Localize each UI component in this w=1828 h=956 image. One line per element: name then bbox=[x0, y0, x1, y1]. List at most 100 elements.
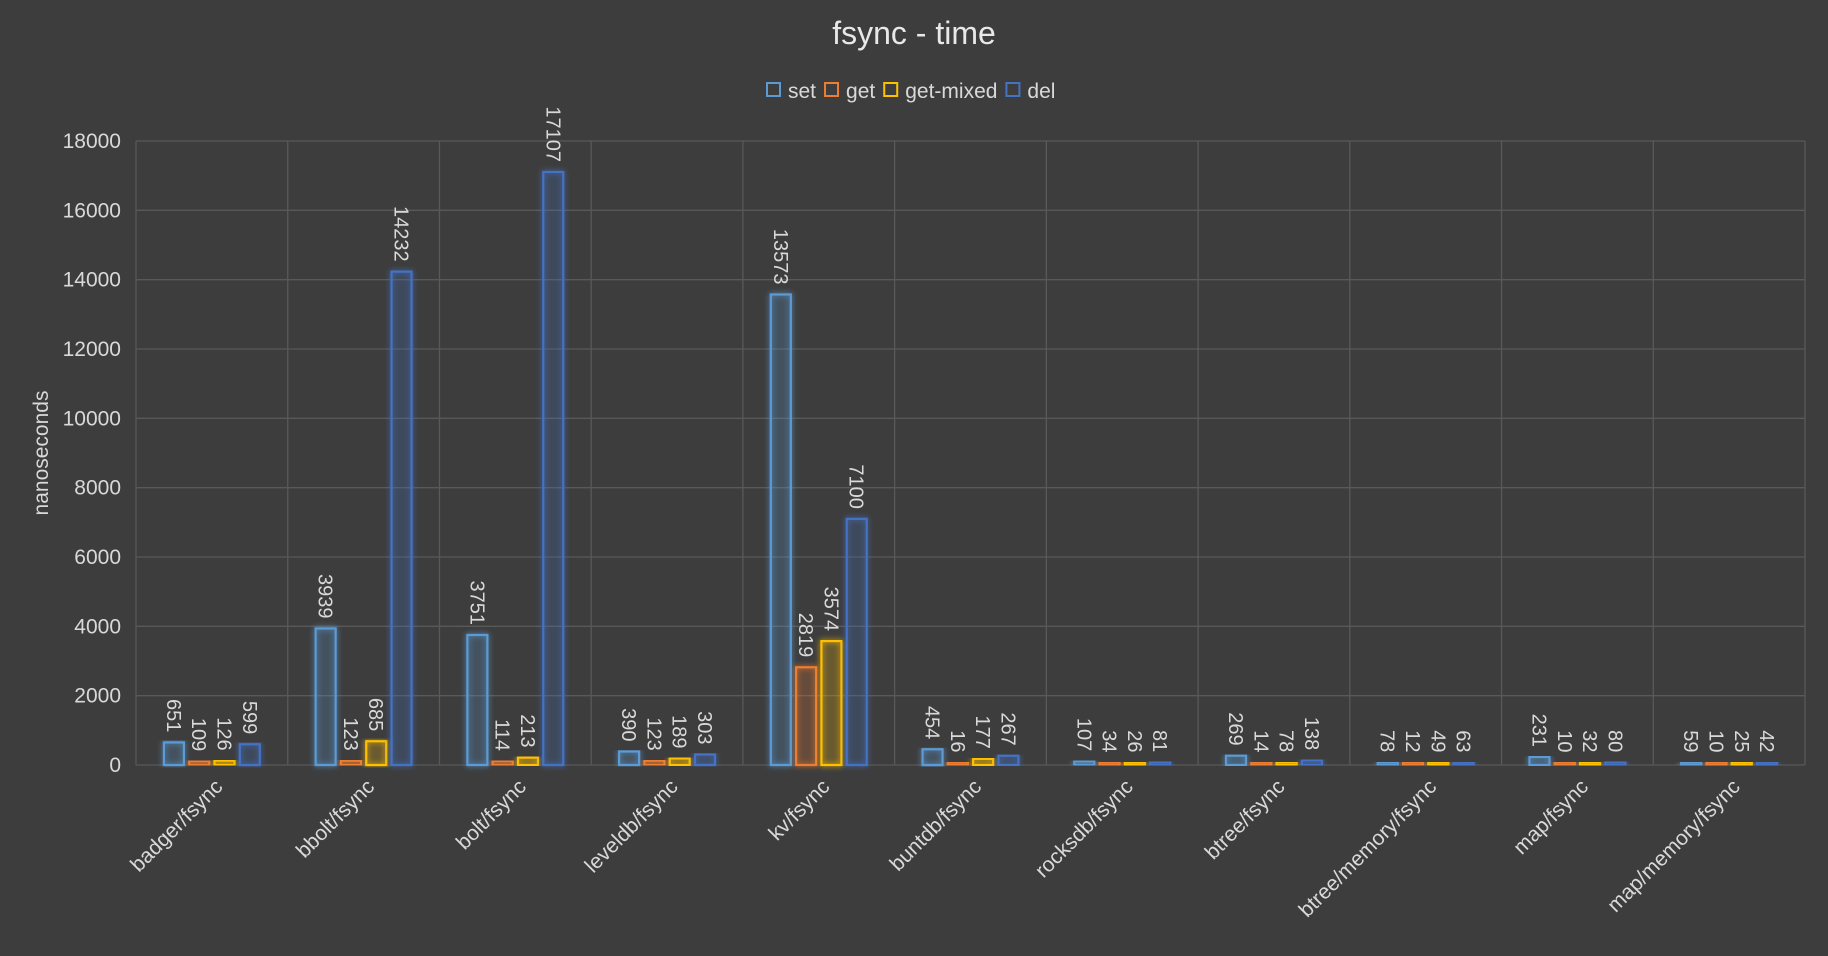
bar-get bbox=[1401, 761, 1425, 767]
data-label: 49 bbox=[1426, 730, 1448, 752]
data-label: 59 bbox=[1679, 730, 1701, 752]
bar-get-mixed bbox=[972, 757, 995, 767]
x-tick-label: bbolt/fsync bbox=[292, 775, 379, 862]
legend-swatch-set bbox=[766, 82, 781, 97]
legend-label-get: get bbox=[846, 80, 875, 103]
legend-swatch-get bbox=[824, 82, 840, 97]
bar-get-mixed bbox=[820, 640, 843, 767]
chart-title: fsync - time bbox=[832, 15, 996, 51]
x-tick-label: buntdb/fsync bbox=[886, 775, 986, 875]
x-tick-label: map/memory/fsync bbox=[1603, 775, 1745, 917]
data-label: 599 bbox=[238, 701, 260, 734]
y-tick-label: 18000 bbox=[63, 130, 121, 153]
x-axis-ticks: badger/fsync bbolt/fsync bolt/fsync leveldb… bbox=[126, 775, 1745, 922]
bar-set bbox=[769, 293, 792, 767]
bar-get-mixed bbox=[1427, 761, 1450, 767]
data-label: 107 bbox=[1072, 718, 1094, 751]
data-label: 7100 bbox=[845, 464, 867, 509]
bar-set bbox=[1680, 761, 1703, 767]
bar-del bbox=[1300, 759, 1324, 767]
bar-get-mixed bbox=[1578, 761, 1602, 767]
bar-del bbox=[1149, 761, 1172, 767]
x-tick-label: kv/fsync bbox=[764, 775, 834, 845]
y-tick-label: 4000 bbox=[74, 615, 121, 638]
data-label: 17107 bbox=[541, 106, 563, 162]
bar-get bbox=[946, 761, 969, 767]
bar-get-mixed bbox=[668, 757, 691, 767]
bar-del bbox=[542, 170, 565, 767]
bar-set bbox=[314, 627, 337, 767]
data-label: 177 bbox=[971, 715, 993, 748]
gridlines bbox=[135, 140, 1806, 766]
legend-label-del: del bbox=[1027, 80, 1055, 103]
data-label: 109 bbox=[187, 718, 209, 751]
x-tick-label: bolt/fsync bbox=[452, 775, 531, 854]
bar-del bbox=[390, 270, 413, 767]
bar-get bbox=[1098, 761, 1121, 767]
data-label: 269 bbox=[1224, 712, 1246, 745]
data-label: 10 bbox=[1553, 730, 1575, 752]
data-label: 3939 bbox=[314, 574, 336, 619]
bar-set bbox=[1224, 754, 1248, 767]
data-label: 63 bbox=[1452, 730, 1474, 752]
data-label: 32 bbox=[1578, 730, 1600, 752]
data-label: 685 bbox=[364, 698, 386, 731]
data-label: 78 bbox=[1275, 730, 1297, 752]
data-label: 25 bbox=[1730, 730, 1752, 752]
legend-swatch-get-mixed bbox=[883, 82, 899, 97]
y-tick-label: 10000 bbox=[63, 407, 121, 430]
data-label: 14232 bbox=[390, 206, 412, 262]
data-label: 3574 bbox=[819, 587, 841, 632]
data-label: 267 bbox=[996, 712, 1018, 745]
bar-del bbox=[238, 743, 261, 767]
data-label: 454 bbox=[921, 706, 943, 739]
bar-get-mixed bbox=[1730, 761, 1753, 767]
data-label: 213 bbox=[516, 714, 538, 747]
data-label: 10 bbox=[1704, 730, 1726, 752]
bar-get bbox=[491, 759, 514, 767]
data-label: 78 bbox=[1376, 730, 1398, 752]
y-tick-label: 14000 bbox=[63, 269, 121, 292]
y-tick-label: 16000 bbox=[63, 199, 121, 222]
legend-swatch-del bbox=[1005, 82, 1021, 97]
data-label: 12 bbox=[1401, 730, 1423, 752]
bar-set bbox=[617, 750, 641, 767]
data-label: 16 bbox=[946, 730, 968, 752]
data-label: 123 bbox=[339, 717, 361, 750]
x-tick-label: badger/fsync bbox=[126, 775, 227, 876]
x-tick-label: rocksdb/fsync bbox=[1031, 775, 1138, 882]
x-tick-label: leveldb/fsync bbox=[580, 775, 682, 877]
bar-del bbox=[1755, 761, 1779, 767]
data-label: 34 bbox=[1098, 730, 1120, 752]
data-label: 14 bbox=[1249, 730, 1271, 752]
y-tick-label: 2000 bbox=[74, 685, 121, 708]
y-axis-ticks: 0 2000 4000 6000 8000 10000 12000 14000 16000 180… bbox=[63, 130, 121, 777]
bar-get-mixed bbox=[365, 740, 388, 767]
y-tick-label: 6000 bbox=[74, 546, 121, 569]
data-label: 13573 bbox=[769, 229, 791, 285]
bar-set bbox=[466, 633, 489, 767]
y-tick-label: 8000 bbox=[74, 477, 121, 500]
bar-set bbox=[921, 748, 944, 767]
x-tick-label: map/fsync bbox=[1509, 775, 1593, 859]
y-tick-label: 0 bbox=[109, 754, 121, 777]
bar-del bbox=[693, 753, 717, 767]
bar-get bbox=[643, 759, 666, 767]
data-label: 42 bbox=[1755, 730, 1777, 752]
bar-del bbox=[997, 754, 1020, 767]
bars bbox=[162, 170, 1779, 767]
bar-get-mixed bbox=[1123, 761, 1146, 767]
bar-get-mixed bbox=[1275, 761, 1298, 767]
bar-get bbox=[1250, 761, 1273, 767]
bar-set bbox=[162, 741, 186, 767]
bar-get-mixed bbox=[213, 759, 236, 767]
data-label: 126 bbox=[213, 717, 235, 750]
bar-get bbox=[188, 760, 211, 767]
bar-get bbox=[1705, 761, 1728, 767]
bar-get bbox=[1553, 761, 1576, 767]
data-label: 390 bbox=[617, 708, 639, 741]
bar-get bbox=[795, 666, 818, 767]
